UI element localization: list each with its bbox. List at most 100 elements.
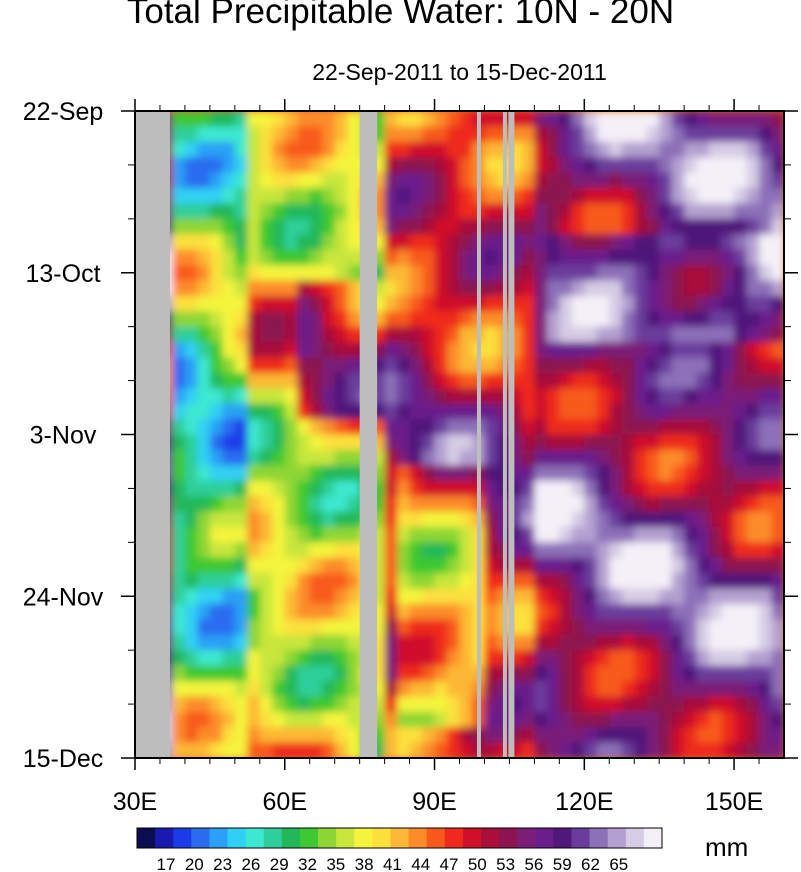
heat-cell [309, 526, 324, 544]
heat-cell [746, 280, 761, 297]
heat-cell [459, 326, 473, 344]
heat-cell [671, 650, 686, 667]
heat-cell [434, 188, 449, 205]
heat-cell [584, 357, 598, 374]
heat-cell [534, 650, 548, 667]
heat-cell [709, 157, 723, 174]
heat-cell [596, 111, 611, 128]
heat-cell [172, 126, 186, 143]
heat-cell [671, 111, 686, 128]
heat-cell [709, 557, 723, 575]
heat-cell [259, 326, 274, 344]
heat-cell [596, 249, 611, 267]
heat-cell [659, 680, 673, 698]
colorbar-label: 38 [355, 855, 374, 872]
heat-cell [609, 619, 623, 636]
heat-cell [197, 295, 211, 313]
heat-cell [659, 295, 673, 313]
heat-cell [384, 311, 399, 328]
heat-cell [571, 419, 586, 436]
heat-cell [671, 372, 686, 390]
heat-cell [584, 172, 598, 190]
heat-cell [272, 449, 286, 467]
heat-cell [534, 465, 548, 482]
heat-cell [646, 742, 661, 758]
heat-cell [434, 480, 449, 498]
heat-cell [409, 680, 424, 698]
heat-cell [671, 496, 686, 513]
heat-cell [384, 342, 399, 359]
heat-cell [746, 357, 761, 374]
heat-cell [484, 372, 498, 390]
heat-cell [659, 603, 673, 621]
heat-cell [584, 280, 598, 297]
heat-cell [721, 696, 736, 713]
heat-cell [696, 557, 711, 575]
heat-cell [284, 434, 299, 451]
heat-cell [609, 449, 623, 467]
heat-cell [634, 280, 648, 297]
heat-cell [309, 141, 324, 159]
heat-cell [759, 265, 773, 282]
heat-cell [721, 603, 736, 621]
heat-cell [347, 619, 361, 636]
heat-cell [347, 280, 361, 297]
heat-cell [297, 403, 311, 421]
heat-cell [184, 742, 199, 758]
heat-cell [234, 141, 249, 159]
heat-cell [634, 172, 648, 190]
colorbar-label: 62 [581, 855, 600, 872]
heat-cell [209, 157, 224, 174]
heat-cell [671, 449, 686, 467]
heat-cell [409, 449, 424, 467]
heat-cell [696, 295, 711, 313]
heat-cell [759, 295, 773, 313]
heat-cell [484, 311, 498, 328]
heat-cell [671, 665, 686, 682]
heat-cell [184, 218, 199, 236]
heat-cell [621, 188, 636, 205]
heat-cell [746, 727, 761, 744]
heat-cell [347, 511, 361, 528]
heat-cell [571, 603, 586, 621]
heat-cell [596, 311, 611, 328]
heat-cell [284, 372, 299, 390]
heat-cell [284, 357, 299, 374]
heat-cell [197, 311, 211, 328]
heat-cell [659, 280, 673, 297]
heat-cell [397, 311, 411, 328]
heat-cell [721, 449, 736, 467]
heat-cell [659, 711, 673, 729]
heat-cell [222, 603, 236, 621]
heat-cell [671, 295, 686, 313]
heat-cell [409, 265, 424, 282]
heat-cell [322, 496, 336, 513]
heat-cell [209, 141, 224, 159]
heat-cell [709, 665, 723, 682]
heat-cell [247, 588, 261, 605]
heat-cell [759, 573, 773, 590]
heat-cell [584, 434, 598, 451]
heat-cell [696, 434, 711, 451]
heat-cell [172, 295, 186, 313]
heat-cell [197, 372, 211, 390]
heat-cell [721, 496, 736, 513]
colorbar-label: 26 [241, 855, 260, 872]
colorbar-swatch [607, 828, 627, 848]
heat-cell [334, 141, 349, 159]
heat-cell [222, 465, 236, 482]
heat-cell [484, 157, 498, 174]
heat-cell [709, 265, 723, 282]
heat-cell [771, 650, 784, 667]
heat-cell [746, 126, 761, 143]
heat-cell [184, 634, 199, 652]
heat-cell [434, 419, 449, 436]
heat-cell [409, 526, 424, 544]
heat-cell [247, 234, 261, 251]
heat-cell [546, 588, 561, 605]
heat-cell [609, 218, 623, 236]
heat-cell [434, 157, 449, 174]
heat-cell [659, 419, 673, 436]
heat-cell [746, 419, 761, 436]
heat-cell [434, 680, 449, 698]
